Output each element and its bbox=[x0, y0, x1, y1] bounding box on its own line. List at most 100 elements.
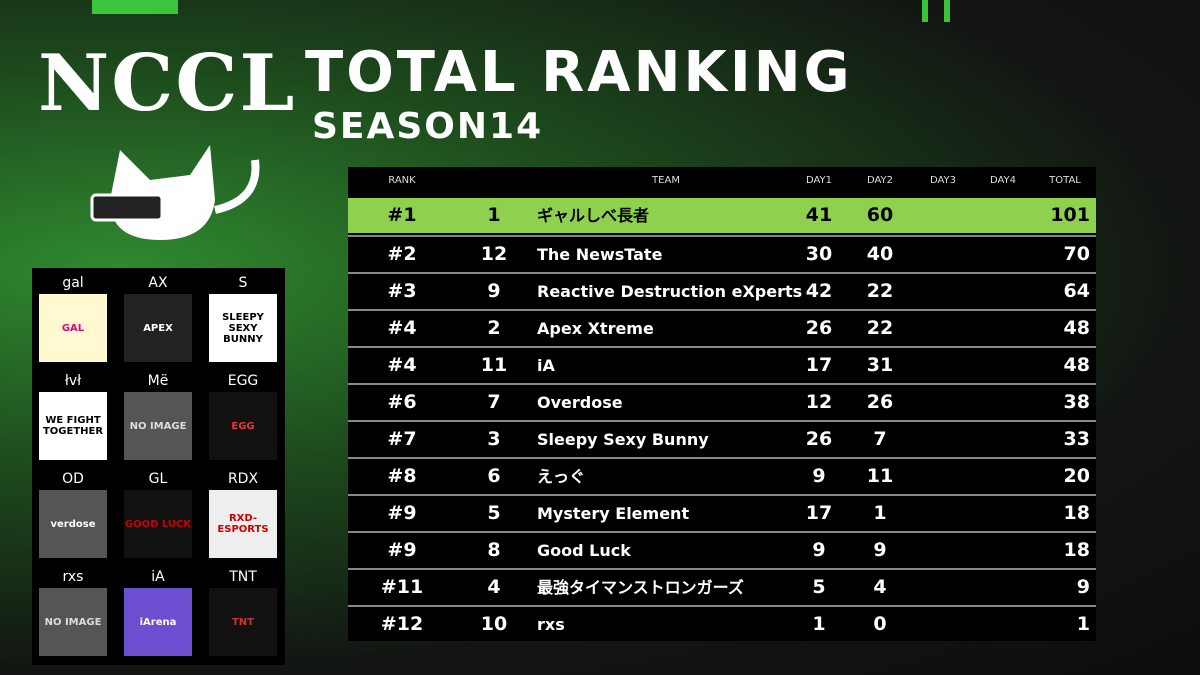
mascot bbox=[90, 145, 260, 240]
logo-label: rxs bbox=[62, 569, 84, 585]
team-number: 6 bbox=[487, 465, 501, 487]
team-number: 9 bbox=[487, 280, 501, 302]
rank: #1 bbox=[387, 204, 417, 226]
day2-points: 26 bbox=[866, 391, 894, 413]
team-number: 12 bbox=[480, 243, 508, 265]
total-points: 48 bbox=[1063, 354, 1090, 376]
day1-points: 9 bbox=[812, 465, 826, 487]
day2-points: 60 bbox=[866, 204, 894, 226]
logo-image: NO IMAGE bbox=[124, 392, 192, 460]
team-number: 7 bbox=[487, 391, 501, 413]
logo-image: SLEEPY SEXY BUNNY bbox=[209, 294, 277, 362]
logo-image: NO IMAGE bbox=[39, 588, 107, 656]
decoration bbox=[944, 0, 950, 22]
column-header: DAY3 bbox=[929, 175, 957, 186]
day2-points: 22 bbox=[866, 317, 894, 339]
logo-label: OD bbox=[62, 471, 84, 487]
day2-points: 4 bbox=[873, 576, 887, 598]
logo-label: gal bbox=[62, 275, 84, 291]
team-number: 3 bbox=[487, 428, 501, 450]
team-name: えっぐ bbox=[537, 467, 586, 486]
logo-image: verdose bbox=[39, 490, 107, 558]
column-header: TOTAL bbox=[1049, 175, 1081, 186]
logo-image: GAL bbox=[39, 294, 107, 362]
total-points: 20 bbox=[1063, 465, 1090, 487]
day1-points: 30 bbox=[805, 243, 833, 265]
day1-points: 26 bbox=[805, 317, 833, 339]
logo-grid: gal GAL AX APEX S SLEEPY SEXY BUNNY łvł WE FIGH… bbox=[32, 268, 285, 665]
logo-image: RXD-ESPORTS bbox=[209, 490, 277, 558]
total-points: 18 bbox=[1063, 502, 1090, 524]
logo-image: TNT bbox=[209, 588, 277, 656]
decoration bbox=[922, 0, 928, 22]
decoration bbox=[92, 0, 178, 14]
logo-label: TNT bbox=[229, 569, 257, 585]
table-row: #6 7 Overdose 12 26 38 bbox=[348, 383, 1096, 420]
logo-label: EGG bbox=[227, 373, 259, 389]
table-row: #3 9 Reactive Destruction eXperts 42 22 64 bbox=[348, 272, 1096, 309]
total-points: 9 bbox=[1076, 576, 1090, 598]
logo-label: GL bbox=[148, 471, 168, 487]
team-name: Overdose bbox=[537, 393, 623, 412]
table-row: #4 11 iA 17 31 48 bbox=[348, 346, 1096, 383]
team-name: Mystery Element bbox=[537, 504, 690, 523]
team-name: iA bbox=[537, 356, 555, 375]
day2-points: 0 bbox=[873, 613, 887, 635]
rank: #2 bbox=[387, 243, 417, 265]
team-number: 8 bbox=[487, 539, 501, 561]
rank: #9 bbox=[387, 539, 417, 561]
total-points: 64 bbox=[1063, 280, 1090, 302]
column-header: DAY1 bbox=[805, 175, 833, 186]
day1-points: 17 bbox=[805, 354, 833, 376]
total-points: 48 bbox=[1063, 317, 1090, 339]
logo-label: AX bbox=[148, 275, 168, 291]
table-row: #1 1 ギャルしべ長者 41 60 101 bbox=[348, 198, 1096, 233]
day1-points: 42 bbox=[805, 280, 833, 302]
day2-points: 31 bbox=[866, 354, 894, 376]
table-row: #2 12 The NewsTate 30 40 70 bbox=[348, 235, 1096, 272]
team-number: 5 bbox=[487, 502, 501, 524]
logo-label: łvł bbox=[64, 373, 82, 389]
logo-label: iA bbox=[151, 569, 165, 585]
day2-points: 9 bbox=[873, 539, 887, 561]
day1-points: 5 bbox=[812, 576, 826, 598]
logo-label: Më bbox=[147, 373, 169, 389]
logo-image: WE FIGHT TOGETHER bbox=[39, 392, 107, 460]
column-header: DAY4 bbox=[989, 175, 1017, 186]
rank: #4 bbox=[387, 317, 417, 339]
day1-points: 12 bbox=[805, 391, 833, 413]
total-points: 1 bbox=[1076, 613, 1090, 635]
total-points: 70 bbox=[1063, 243, 1090, 265]
rank: #8 bbox=[387, 465, 417, 487]
title: TOTAL RANKING bbox=[305, 40, 853, 105]
day2-points: 7 bbox=[873, 428, 887, 450]
team-number: 4 bbox=[487, 576, 501, 598]
rank: #9 bbox=[387, 502, 417, 524]
total-points: 38 bbox=[1063, 391, 1090, 413]
logo-label: RDX bbox=[227, 471, 259, 487]
subtitle: SEASON14 bbox=[312, 106, 544, 147]
total-points: 101 bbox=[1050, 204, 1090, 226]
rank: #7 bbox=[387, 428, 417, 450]
logo-image: iArena bbox=[124, 588, 192, 656]
team-name: rxs bbox=[537, 615, 565, 634]
team-name: ギャルしべ長者 bbox=[537, 206, 650, 225]
column-header: DAY2 bbox=[866, 175, 894, 186]
rank: #3 bbox=[387, 280, 417, 302]
brand-logo: NCCL bbox=[38, 38, 297, 129]
team-name: Reactive Destruction eXperts bbox=[537, 282, 803, 301]
team-number: 11 bbox=[480, 354, 508, 376]
table-row: #8 6 えっぐ 9 11 20 bbox=[348, 457, 1096, 494]
rank: #4 bbox=[387, 354, 417, 376]
rank: #11 bbox=[380, 576, 424, 598]
table-row: #4 2 Apex Xtreme 26 22 48 bbox=[348, 309, 1096, 346]
table-row: #9 8 Good Luck 9 9 18 bbox=[348, 531, 1096, 568]
team-name: Sleepy Sexy Bunny bbox=[537, 430, 709, 449]
day1-points: 41 bbox=[805, 204, 833, 226]
team-name: Apex Xtreme bbox=[537, 319, 654, 338]
team-name: Good Luck bbox=[537, 541, 631, 560]
rank: #12 bbox=[380, 613, 424, 635]
total-points: 18 bbox=[1063, 539, 1090, 561]
total-points: 33 bbox=[1063, 428, 1090, 450]
